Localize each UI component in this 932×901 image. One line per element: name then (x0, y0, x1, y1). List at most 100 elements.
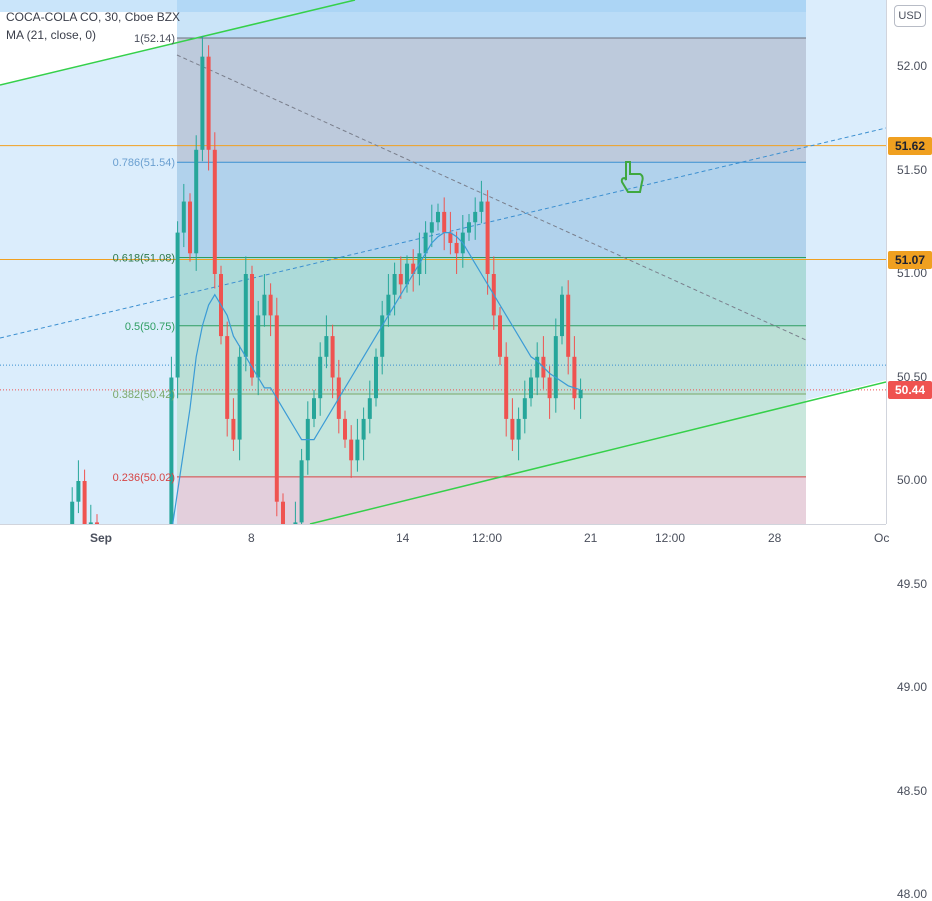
candle-body (76, 481, 81, 502)
candle-body (386, 294, 391, 316)
candle (188, 193, 192, 262)
candle-body (572, 356, 577, 399)
candle-body (522, 398, 527, 419)
candle (225, 321, 230, 437)
fib-band (177, 162, 806, 258)
candle (398, 256, 403, 299)
candle-body (516, 418, 521, 440)
fib-band (177, 476, 806, 524)
currency-button[interactable]: USD (894, 5, 926, 27)
candle (485, 190, 490, 295)
candle-body (436, 211, 440, 223)
time-tick-label: 8 (248, 531, 255, 545)
candle (374, 348, 378, 407)
candle-body (355, 439, 360, 461)
candle-body (256, 315, 261, 378)
candle (70, 487, 75, 524)
candle (423, 221, 428, 274)
candle-body (367, 398, 372, 419)
candle-body (349, 439, 354, 461)
time-tick-label: 14 (396, 531, 410, 545)
candle (343, 410, 347, 448)
chart-area[interactable]: 1(52.14) 0.786(51.54) 0.618(51.08) 0.5(50.7… (0, 0, 932, 550)
candle-body (231, 418, 236, 440)
candle-body (82, 481, 87, 524)
time-tick-label: Sep (90, 531, 113, 545)
candle-body (95, 522, 99, 524)
candle (386, 274, 391, 327)
candle-body (429, 222, 434, 233)
candle-body (547, 377, 552, 399)
candle (361, 407, 366, 461)
candle (330, 324, 335, 399)
candle-body (529, 377, 533, 399)
fib-labels-layer: 1(52.14) 0.786(51.54) 0.618(51.08) 0.5(50.7… (113, 33, 644, 484)
candle-body (330, 336, 335, 378)
candle-body (374, 356, 378, 399)
candle (560, 286, 564, 345)
candle-body (293, 522, 298, 524)
candle-body (243, 274, 248, 357)
fib-level-label: 0.618(51.08) (113, 252, 175, 264)
indicator-title[interactable]: MA (21, close, 0) (6, 28, 97, 42)
chart-legend: COCA-COLA CO, 30, Cboe BZX MA (21, close… (6, 8, 180, 44)
candle (405, 255, 409, 293)
candle-body (498, 315, 502, 357)
candle-body (274, 315, 279, 502)
candle (88, 504, 93, 524)
price-chart[interactable]: 1(52.14) 0.786(51.54) 0.618(51.08) 0.5(50.7… (0, 0, 886, 524)
candle-body (324, 336, 329, 357)
candle (169, 356, 174, 524)
candle (429, 204, 434, 248)
candle-body (448, 232, 453, 243)
candle (82, 469, 87, 524)
trendlines-layer (0, 0, 886, 524)
candle (274, 297, 279, 517)
time-tick-label: 12:00 (655, 531, 686, 545)
hand-outline (620, 161, 644, 193)
price-tick-label: 48.00 (897, 887, 928, 901)
candle (566, 280, 571, 375)
candle (95, 514, 99, 524)
candle-body (188, 201, 192, 254)
candle-body (237, 356, 242, 440)
candle (436, 203, 440, 231)
price-tick-label: 51.50 (897, 162, 928, 177)
fib-band (177, 325, 806, 395)
candle-body (206, 56, 211, 150)
candle (281, 493, 285, 524)
candle (367, 380, 372, 434)
candle-body (398, 274, 403, 285)
fib-trend-line (176, 54, 807, 341)
candle-body (312, 398, 316, 419)
candle (547, 366, 552, 419)
candle-body (392, 274, 397, 295)
candle (324, 315, 329, 369)
candle-body (504, 356, 509, 419)
symbol-title[interactable]: COCA-COLA CO, 30, Cboe BZX (6, 10, 181, 24)
hand-pointer-icon (620, 161, 644, 193)
price-tick-label: 48.50 (897, 783, 928, 798)
candle (268, 283, 273, 337)
candle (250, 265, 254, 386)
ma-layer (172, 232, 581, 524)
candle (498, 307, 502, 366)
channel-lower-line (309, 381, 886, 524)
fib-level-label: 1(52.14) (134, 33, 175, 45)
candle (479, 180, 484, 224)
candle (522, 380, 527, 434)
candle-body (405, 263, 409, 285)
candle (243, 256, 248, 372)
time-axis[interactable]: Sep 8 14 12:00 21 12:00 28 Oc (0, 524, 889, 551)
candle-body (200, 56, 205, 150)
candle-body (181, 201, 186, 233)
channel-upper-line (0, 0, 356, 86)
candle-body (560, 294, 564, 337)
candle-body (225, 336, 230, 419)
candle (442, 197, 447, 251)
candle-body (553, 336, 558, 399)
price-tag: 51.07 (888, 250, 932, 269)
candle (206, 45, 211, 171)
fib-band (177, 394, 806, 477)
candle (262, 274, 267, 327)
